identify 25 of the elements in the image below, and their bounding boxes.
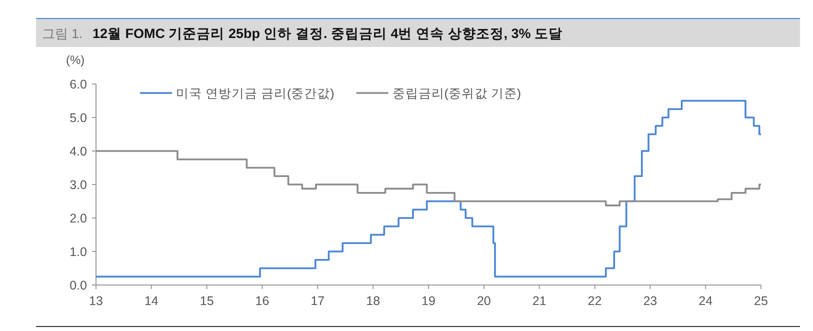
legend-label: 미국 연방기금 금리(중간값) <box>176 86 334 100</box>
legend-label: 중립금리(중위값 기준) <box>392 86 522 100</box>
chart-title: 12월 FOMC 기준금리 25bp 인하 결정. 중립금리 4번 연속 상향조정, 3% 도달 <box>92 26 563 41</box>
x-tick-label: 19 <box>422 294 436 308</box>
caption: 그림 1. <box>42 26 82 41</box>
x-tick-label: 14 <box>144 294 158 308</box>
x-tick-label: 17 <box>310 294 325 308</box>
x-tick-label: 21 <box>532 294 546 308</box>
y-tick-label: 5.0 <box>70 111 88 125</box>
x-tick-label: 24 <box>698 294 713 308</box>
x-tick-label: 22 <box>588 294 602 308</box>
x-tick-label: 15 <box>200 294 214 308</box>
y-tick-label: 0.0 <box>70 278 88 292</box>
y-axis-title: (%) <box>66 53 85 67</box>
x-tick-label: 18 <box>366 294 380 308</box>
y-tick-label: 2.0 <box>70 212 88 226</box>
x-tick-label: 25 <box>754 294 768 308</box>
y-tick-label: 6.0 <box>70 78 88 92</box>
x-tick-label: 23 <box>643 294 658 308</box>
y-tick-label: 3.0 <box>70 178 88 192</box>
x-tick-label: 16 <box>255 294 270 308</box>
x-tick-label: 13 <box>89 294 103 308</box>
x-tick-label: 20 <box>476 294 491 308</box>
y-tick-label: 4.0 <box>70 144 88 158</box>
y-tick-label: 1.0 <box>70 245 88 259</box>
